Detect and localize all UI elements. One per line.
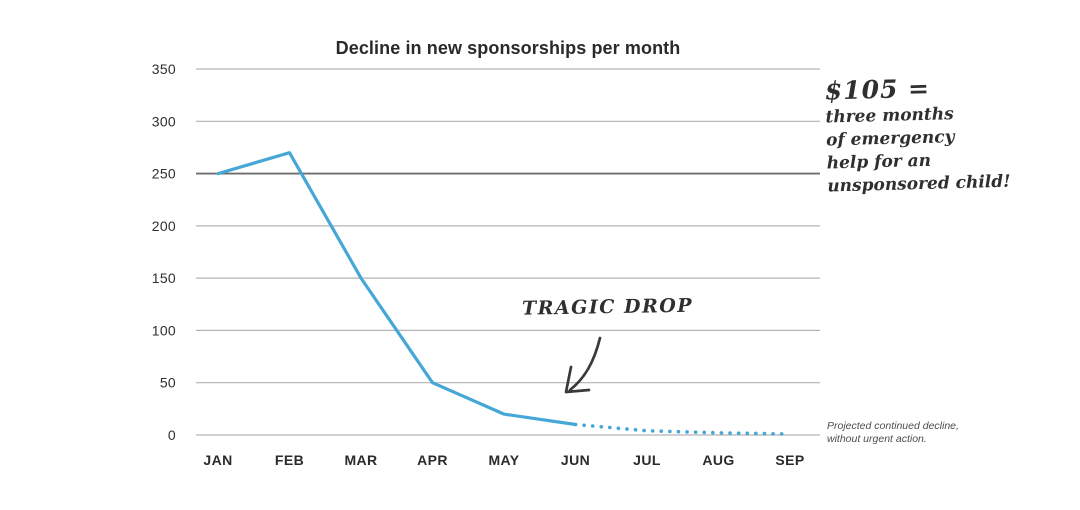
y-axis-tick-label: 0 <box>168 427 176 443</box>
x-axis-month-label: SEP <box>775 452 804 468</box>
x-axis-month-label: JUL <box>633 452 661 468</box>
donation-note-annotation: $105 = three months of emergency help for a… <box>824 72 1017 199</box>
x-axis-month-label: MAR <box>344 452 377 468</box>
y-axis-tick-label: 100 <box>152 322 176 338</box>
arrow-shaft <box>568 336 602 392</box>
actual-series-line <box>216 151 578 427</box>
x-axis-month-label: APR <box>417 452 448 468</box>
tragic-drop-annotation: TRAGIC DROP <box>521 294 694 320</box>
y-axis-tick-label: 200 <box>152 218 176 234</box>
projected-decline-caption: Projected continued decline, without urge… <box>827 420 997 445</box>
x-axis-month-label: FEB <box>275 452 304 468</box>
tragic-drop-arrow <box>564 336 602 394</box>
y-axis-tick-label: 300 <box>152 113 176 129</box>
y-axis-tick-label: 350 <box>152 61 176 77</box>
annotation-line: without urgent action. <box>827 432 927 445</box>
projected-series-line <box>573 422 792 436</box>
x-axis-month-label: JUN <box>561 452 590 468</box>
chart-title: Decline in new sponsorships per month <box>335 38 681 58</box>
y-axis-tick-label: 150 <box>152 270 176 286</box>
arrow-head <box>564 365 591 394</box>
x-axis-month-label: MAY <box>488 452 519 468</box>
annotation-line: Projected continued decline, <box>827 420 959 432</box>
y-axis-tick-label: 50 <box>160 375 176 391</box>
y-axis-tick-label: 250 <box>152 166 176 182</box>
x-axis-month-label: AUG <box>702 452 734 468</box>
x-axis-month-label: JAN <box>203 452 232 468</box>
